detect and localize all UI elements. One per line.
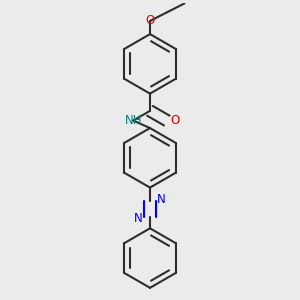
Text: NH: NH (124, 114, 142, 127)
Text: O: O (171, 114, 180, 127)
Text: N: N (157, 193, 166, 206)
Text: N: N (134, 212, 143, 225)
Text: O: O (146, 14, 154, 27)
